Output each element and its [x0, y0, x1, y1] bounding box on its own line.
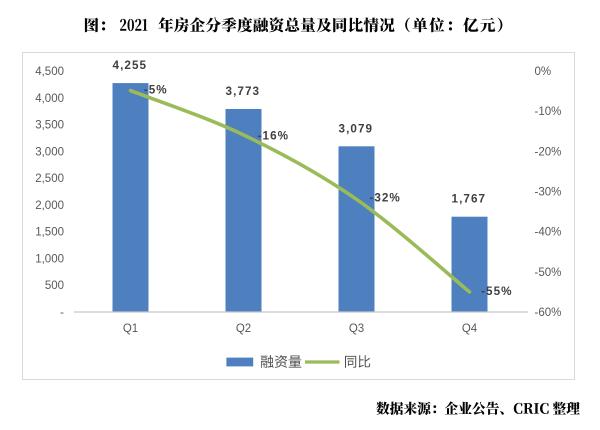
- svg-text:3,000: 3,000: [35, 146, 64, 158]
- svg-text:3,500: 3,500: [35, 120, 64, 132]
- svg-text:2,000: 2,000: [35, 200, 64, 212]
- svg-text:Q1: Q1: [123, 323, 138, 335]
- svg-text:4,255: 4,255: [113, 59, 148, 72]
- svg-text:-20%: -20%: [535, 146, 562, 158]
- svg-text:1,767: 1,767: [452, 193, 487, 206]
- svg-text:0%: 0%: [535, 66, 552, 78]
- svg-text:-50%: -50%: [535, 267, 562, 279]
- svg-text:Q4: Q4: [462, 323, 478, 335]
- svg-text:3,773: 3,773: [226, 85, 261, 98]
- svg-text:3,079: 3,079: [339, 122, 374, 135]
- svg-text:-5%: -5%: [144, 84, 168, 97]
- svg-text:-40%: -40%: [535, 227, 562, 239]
- svg-text:-16%: -16%: [258, 130, 289, 143]
- svg-text:500: 500: [45, 280, 64, 292]
- svg-text:1,000: 1,000: [35, 253, 64, 265]
- svg-text:Q2: Q2: [236, 323, 251, 335]
- svg-text:-10%: -10%: [535, 106, 562, 118]
- svg-text:-55%: -55%: [481, 285, 512, 298]
- svg-text:2,500: 2,500: [35, 173, 64, 185]
- svg-text:1,500: 1,500: [35, 227, 64, 239]
- svg-text:-: -: [60, 307, 64, 319]
- svg-text:-32%: -32%: [369, 191, 400, 204]
- svg-text:-60%: -60%: [535, 307, 562, 319]
- svg-text:Q3: Q3: [349, 323, 364, 335]
- svg-text:-30%: -30%: [535, 187, 562, 199]
- svg-text:4,500: 4,500: [35, 66, 64, 78]
- svg-text:4,000: 4,000: [35, 93, 64, 105]
